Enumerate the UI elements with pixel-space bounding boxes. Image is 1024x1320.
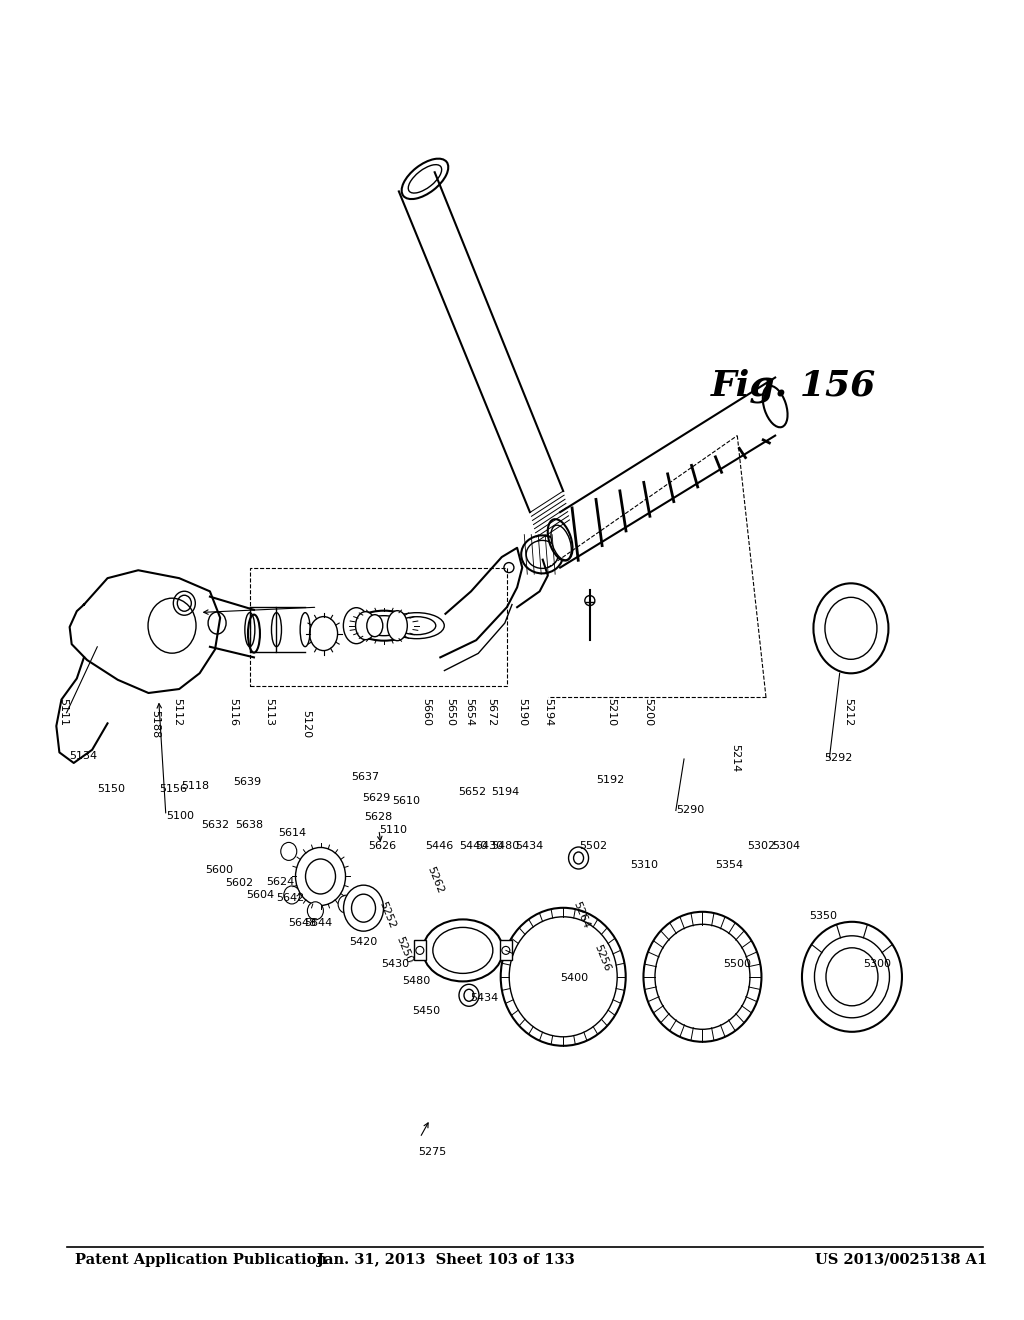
Text: 5638: 5638	[236, 820, 263, 830]
Bar	[414, 940, 426, 961]
Text: 5400: 5400	[560, 973, 588, 983]
Text: 5112: 5112	[172, 698, 182, 726]
Ellipse shape	[307, 902, 324, 920]
Text: 5629: 5629	[362, 793, 391, 803]
Text: 5252: 5252	[377, 900, 397, 931]
Bar	[500, 940, 512, 961]
Text: 5654: 5654	[464, 698, 474, 726]
Text: 5194: 5194	[543, 698, 553, 726]
Text: 5604: 5604	[246, 890, 273, 900]
Text: 5292: 5292	[824, 752, 853, 763]
Text: 5628: 5628	[365, 812, 393, 822]
Ellipse shape	[305, 859, 336, 894]
Text: 5118: 5118	[181, 781, 209, 791]
Text: 5430: 5430	[475, 841, 503, 851]
Text: 5350: 5350	[809, 911, 837, 921]
Circle shape	[416, 946, 424, 954]
Text: 5480: 5480	[492, 841, 520, 851]
Text: 5354: 5354	[715, 859, 742, 870]
Ellipse shape	[573, 851, 584, 865]
Text: 5644: 5644	[304, 917, 333, 928]
Text: 5256: 5256	[592, 942, 612, 973]
Text: 5652: 5652	[458, 787, 485, 797]
Ellipse shape	[281, 842, 297, 861]
Text: 5637: 5637	[351, 772, 379, 781]
Text: Jan. 31, 2013  Sheet 103 of 133: Jan. 31, 2013 Sheet 103 of 133	[316, 1253, 574, 1267]
Text: 5434: 5434	[515, 841, 544, 851]
Ellipse shape	[354, 611, 414, 640]
Text: 5310: 5310	[630, 859, 657, 870]
Text: 5214: 5214	[730, 744, 740, 772]
Text: 5200: 5200	[643, 698, 653, 726]
Ellipse shape	[343, 607, 370, 644]
Text: 5110: 5110	[379, 825, 407, 834]
Text: 5304: 5304	[772, 841, 800, 851]
Text: 5210: 5210	[606, 698, 616, 726]
Text: 5190: 5190	[517, 698, 527, 726]
Text: 5262: 5262	[425, 865, 445, 895]
Ellipse shape	[296, 847, 345, 906]
Text: 5650: 5650	[445, 698, 456, 726]
Text: 5614: 5614	[279, 828, 306, 838]
Text: 5642: 5642	[276, 892, 305, 903]
Text: 5632: 5632	[201, 820, 228, 830]
Text: 5188: 5188	[151, 710, 161, 738]
Text: Patent Application Publication: Patent Application Publication	[75, 1253, 327, 1267]
Ellipse shape	[397, 616, 436, 635]
Circle shape	[502, 946, 510, 954]
Ellipse shape	[338, 895, 354, 913]
Text: 5420: 5420	[349, 937, 378, 948]
Text: 5624: 5624	[266, 876, 295, 887]
Text: 5639: 5639	[233, 777, 261, 787]
Ellipse shape	[367, 615, 383, 636]
Text: 5660: 5660	[421, 698, 431, 726]
Text: 5264: 5264	[571, 900, 592, 929]
Text: 5194: 5194	[492, 787, 520, 797]
Text: Fig. 156: Fig. 156	[711, 368, 877, 403]
Ellipse shape	[568, 847, 589, 869]
Text: 5156: 5156	[159, 784, 186, 795]
Text: 5648: 5648	[288, 917, 316, 928]
Ellipse shape	[351, 894, 376, 923]
Text: 5300: 5300	[863, 958, 891, 969]
Text: 5150: 5150	[97, 784, 125, 795]
Text: 5600: 5600	[205, 865, 232, 875]
Text: 5116: 5116	[228, 698, 239, 726]
Text: 5120: 5120	[301, 710, 311, 738]
Text: 5440: 5440	[459, 841, 487, 851]
Text: 5480: 5480	[402, 975, 431, 986]
Text: 5250: 5250	[394, 935, 415, 965]
Text: 5446: 5446	[425, 841, 454, 851]
Ellipse shape	[343, 886, 384, 931]
Text: 5500: 5500	[723, 958, 751, 969]
Text: 5450: 5450	[413, 1006, 440, 1016]
Text: 5111: 5111	[58, 698, 69, 726]
Text: 5302: 5302	[748, 841, 775, 851]
Text: 5113: 5113	[264, 698, 274, 726]
Text: 5610: 5610	[392, 796, 420, 807]
Text: 5212: 5212	[843, 698, 853, 726]
Text: 5672: 5672	[486, 698, 497, 726]
Text: 5602: 5602	[225, 878, 253, 888]
Ellipse shape	[387, 611, 408, 640]
Text: 5100: 5100	[166, 812, 194, 821]
Ellipse shape	[389, 612, 444, 639]
Text: 5192: 5192	[596, 775, 625, 785]
Bar	[250, 568, 507, 686]
Text: 5290: 5290	[676, 805, 705, 816]
Ellipse shape	[284, 886, 300, 904]
Text: 5430: 5430	[381, 958, 409, 969]
Text: 5626: 5626	[369, 841, 396, 851]
Text: 5134: 5134	[70, 751, 97, 762]
Ellipse shape	[459, 985, 479, 1006]
Text: 5275: 5275	[418, 1147, 446, 1156]
Ellipse shape	[464, 989, 474, 1002]
Ellipse shape	[355, 611, 376, 640]
Text: US 2013/0025138 A1: US 2013/0025138 A1	[815, 1253, 987, 1267]
Ellipse shape	[362, 615, 406, 636]
Text: 5502: 5502	[580, 841, 607, 851]
Text: 5434: 5434	[470, 993, 499, 1003]
Ellipse shape	[551, 525, 571, 560]
